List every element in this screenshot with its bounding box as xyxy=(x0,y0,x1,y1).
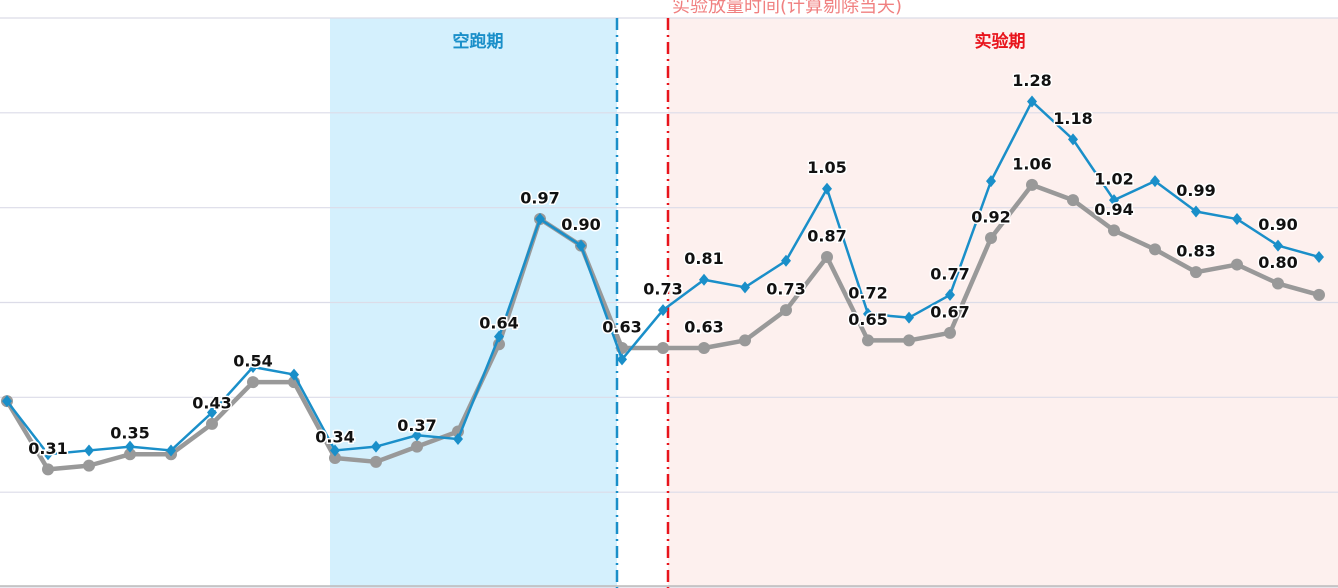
value-label: 0.54 xyxy=(233,352,272,371)
point xyxy=(740,281,750,294)
point xyxy=(1150,175,1160,188)
value-label: 0.83 xyxy=(1176,242,1215,261)
value-label: 0.73 xyxy=(766,280,805,299)
point xyxy=(535,213,545,226)
point xyxy=(83,459,95,472)
point xyxy=(206,417,218,430)
value-label: 0.94 xyxy=(1094,200,1133,219)
point xyxy=(1108,224,1120,237)
point xyxy=(125,440,135,453)
point xyxy=(985,232,997,245)
value-label: 1.18 xyxy=(1053,109,1092,128)
point xyxy=(658,304,668,317)
point xyxy=(1313,288,1325,301)
point xyxy=(494,330,504,343)
point xyxy=(329,452,341,465)
value-label: 0.99 xyxy=(1176,181,1215,200)
point xyxy=(207,406,217,419)
point xyxy=(1314,250,1324,263)
value-label: 0.72 xyxy=(848,283,887,302)
value-label: 0.92 xyxy=(971,208,1010,227)
point xyxy=(412,429,422,442)
point xyxy=(739,334,751,347)
point xyxy=(781,254,791,267)
point xyxy=(1273,239,1283,252)
value-label: 0.77 xyxy=(930,264,969,283)
point xyxy=(862,334,874,347)
point xyxy=(821,250,833,263)
value-label: 0.63 xyxy=(602,318,641,337)
point xyxy=(1231,258,1243,271)
point xyxy=(986,175,996,188)
value-label: 0.90 xyxy=(561,215,600,234)
experiment-label: 实验期 xyxy=(975,31,1026,52)
point xyxy=(699,273,709,286)
point xyxy=(1190,266,1202,279)
value-label: 0.73 xyxy=(643,280,682,299)
point xyxy=(657,342,669,355)
value-label: 0.97 xyxy=(520,189,559,208)
point xyxy=(84,444,94,457)
value-label: 0.65 xyxy=(848,310,887,329)
point xyxy=(904,311,914,324)
value-label: 1.06 xyxy=(1012,154,1051,173)
point xyxy=(1232,213,1242,226)
value-label: 0.43 xyxy=(192,393,231,412)
value-label: 0.37 xyxy=(397,416,436,435)
point xyxy=(370,455,382,468)
point xyxy=(1149,243,1161,256)
point xyxy=(248,360,258,373)
value-label: 1.02 xyxy=(1094,170,1133,189)
point xyxy=(1272,277,1284,290)
value-label: 0.90 xyxy=(1258,215,1297,234)
value-label: 1.05 xyxy=(807,158,846,177)
point xyxy=(1191,205,1201,218)
point xyxy=(1026,178,1038,191)
value-label: 0.63 xyxy=(684,318,723,337)
value-label: 0.87 xyxy=(807,226,846,245)
value-label: 0.34 xyxy=(315,428,354,447)
point xyxy=(411,440,423,453)
point xyxy=(780,304,792,317)
point xyxy=(371,440,381,453)
value-label: 0.80 xyxy=(1258,253,1297,272)
dry-run-label: 空跑期 xyxy=(453,31,504,52)
value-label: 1.28 xyxy=(1012,71,1051,90)
point xyxy=(903,334,915,347)
value-label: 0.35 xyxy=(110,424,149,443)
value-label: 0.81 xyxy=(684,249,723,268)
point xyxy=(863,307,873,320)
point xyxy=(289,368,299,381)
point xyxy=(945,288,955,301)
point xyxy=(576,239,586,252)
point xyxy=(166,444,176,457)
point xyxy=(822,182,832,195)
point xyxy=(1067,194,1079,207)
point xyxy=(617,353,627,366)
point xyxy=(124,448,136,461)
point xyxy=(2,395,12,408)
point xyxy=(698,342,710,355)
point xyxy=(1068,133,1078,146)
top-annotation: 实验放量时间(计算剔除当天) xyxy=(672,0,902,17)
point xyxy=(453,433,463,446)
point xyxy=(42,463,54,476)
value-label: 0.64 xyxy=(479,314,518,333)
point xyxy=(1109,194,1119,207)
value-label: 0.31 xyxy=(28,439,67,458)
point xyxy=(944,326,956,339)
point xyxy=(43,448,53,461)
point xyxy=(247,376,259,389)
value-label: 0.67 xyxy=(930,302,969,321)
point xyxy=(330,444,340,457)
point xyxy=(1027,95,1037,108)
